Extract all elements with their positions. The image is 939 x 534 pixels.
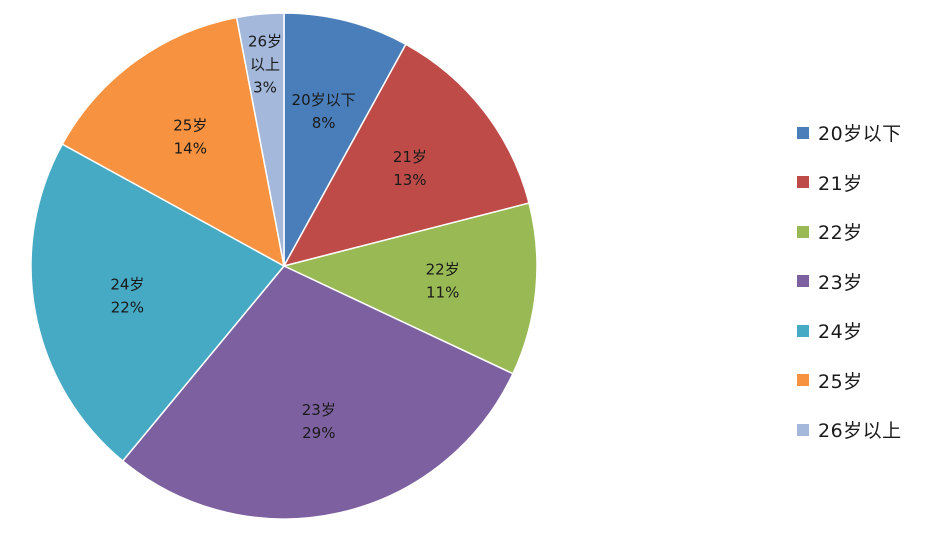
pie-slice <box>282 43 530 268</box>
pie-slice <box>283 12 407 267</box>
legend-item: 25岁 <box>797 356 937 406</box>
slice-data-label: 26岁以上 3% <box>248 33 282 97</box>
legend-item: 21岁 <box>797 158 937 208</box>
legend-item: 20岁以下 <box>797 108 937 158</box>
legend-item: 24岁 <box>797 306 937 356</box>
pie-slice <box>30 143 286 462</box>
legend-item: 22岁 <box>797 207 937 257</box>
legend-label: 22岁 <box>818 222 863 245</box>
legend-label: 21岁 <box>818 172 863 195</box>
slice-data-label: 22岁 11% <box>426 261 460 302</box>
pie-slice <box>235 12 285 267</box>
legend-swatch <box>797 324 809 337</box>
pie-slice <box>281 202 538 375</box>
slice-data-label: 25岁 14% <box>173 117 207 158</box>
legend-swatch <box>797 225 809 238</box>
legend-swatch <box>797 176 809 189</box>
chart-legend: 20岁以下 21岁 22岁 23岁 24岁 25岁 26岁以上 <box>797 108 937 455</box>
slice-data-label: 23岁 29% <box>302 401 336 442</box>
pie-slice <box>61 16 286 268</box>
legend-label: 20岁以下 <box>818 123 902 146</box>
legend-label: 24岁 <box>818 321 863 344</box>
slice-data-label: 24岁 22% <box>110 275 144 316</box>
legend-swatch <box>797 374 809 387</box>
legend-swatch <box>797 126 809 139</box>
legend-swatch <box>797 423 809 436</box>
legend-item: 26岁以上 <box>797 405 937 455</box>
legend-label: 26岁以上 <box>818 420 902 443</box>
legend-label: 23岁 <box>818 271 863 294</box>
pie-slices <box>30 12 538 520</box>
pie-slice-labels: 20岁以下 8% 21岁 13% 22岁 11% 23岁 29% 24岁 22% 25岁 14% 26岁… <box>110 33 459 443</box>
legend-label: 25岁 <box>818 370 863 393</box>
slice-data-label: 21岁 13% <box>393 148 427 189</box>
pie-slice <box>121 265 514 520</box>
legend-item: 23岁 <box>797 257 937 307</box>
legend-swatch <box>797 275 809 288</box>
slice-data-label: 20岁以下 8% <box>292 91 356 132</box>
